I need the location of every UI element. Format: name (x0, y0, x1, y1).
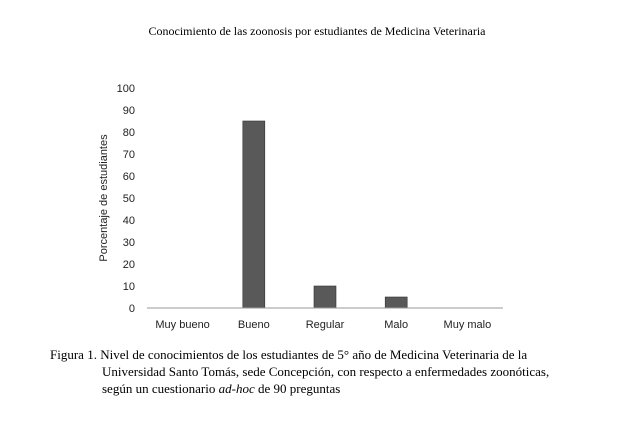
caption-line-3-pre: según un cuestionario (102, 381, 219, 396)
bar-regular (313, 285, 337, 309)
caption-line-1: Figura 1. Nivel de conocimientos de los … (50, 347, 528, 362)
y-tick-label: 60 (123, 171, 135, 183)
x-axis-ticks: Muy bueno Bueno Regular Malo Muy malo (155, 319, 491, 331)
bar-bueno (242, 120, 266, 309)
y-tick-label: 0 (129, 303, 135, 315)
y-tick-label: 50 (123, 193, 135, 205)
y-axis-ticks: 0 10 20 30 40 50 60 70 80 90 100 (117, 83, 135, 315)
y-axis-label: Porcentaje de estudiantes (98, 134, 110, 262)
x-tick-label: Muy bueno (155, 319, 209, 331)
y-tick-label: 30 (123, 237, 135, 249)
y-tick-label: 80 (123, 127, 135, 139)
y-tick-label: 10 (123, 281, 135, 293)
bars-group (242, 120, 408, 309)
y-tick-label: 20 (123, 259, 135, 271)
chart-title: Conocimiento de las zoonosis por estudia… (148, 24, 486, 38)
y-tick-label: 70 (123, 149, 135, 161)
x-tick-label: Muy malo (444, 319, 492, 331)
y-tick-label: 90 (123, 105, 135, 117)
caption-line-3-italic: ad-hoc (218, 381, 255, 396)
caption-line-2: Universidad Santo Tomás, sede Concepción… (102, 364, 550, 379)
y-tick-label: 40 (123, 215, 135, 227)
caption-line-3-post: de 90 preguntas (254, 381, 341, 396)
x-tick-label: Regular (306, 319, 345, 331)
x-tick-label: Bueno (238, 319, 270, 331)
x-tick-label: Malo (384, 319, 408, 331)
figure-caption: Figura 1. Nivel de conocimientos de los … (50, 346, 590, 397)
caption-line-3: según un cuestionario ad-hoc de 90 pregu… (50, 380, 590, 397)
y-tick-label: 100 (117, 83, 135, 95)
bar-malo (384, 296, 408, 309)
bar-chart: 0 10 20 30 40 50 60 70 80 90 100 Muy bueno Bueno Reg… (98, 83, 503, 331)
